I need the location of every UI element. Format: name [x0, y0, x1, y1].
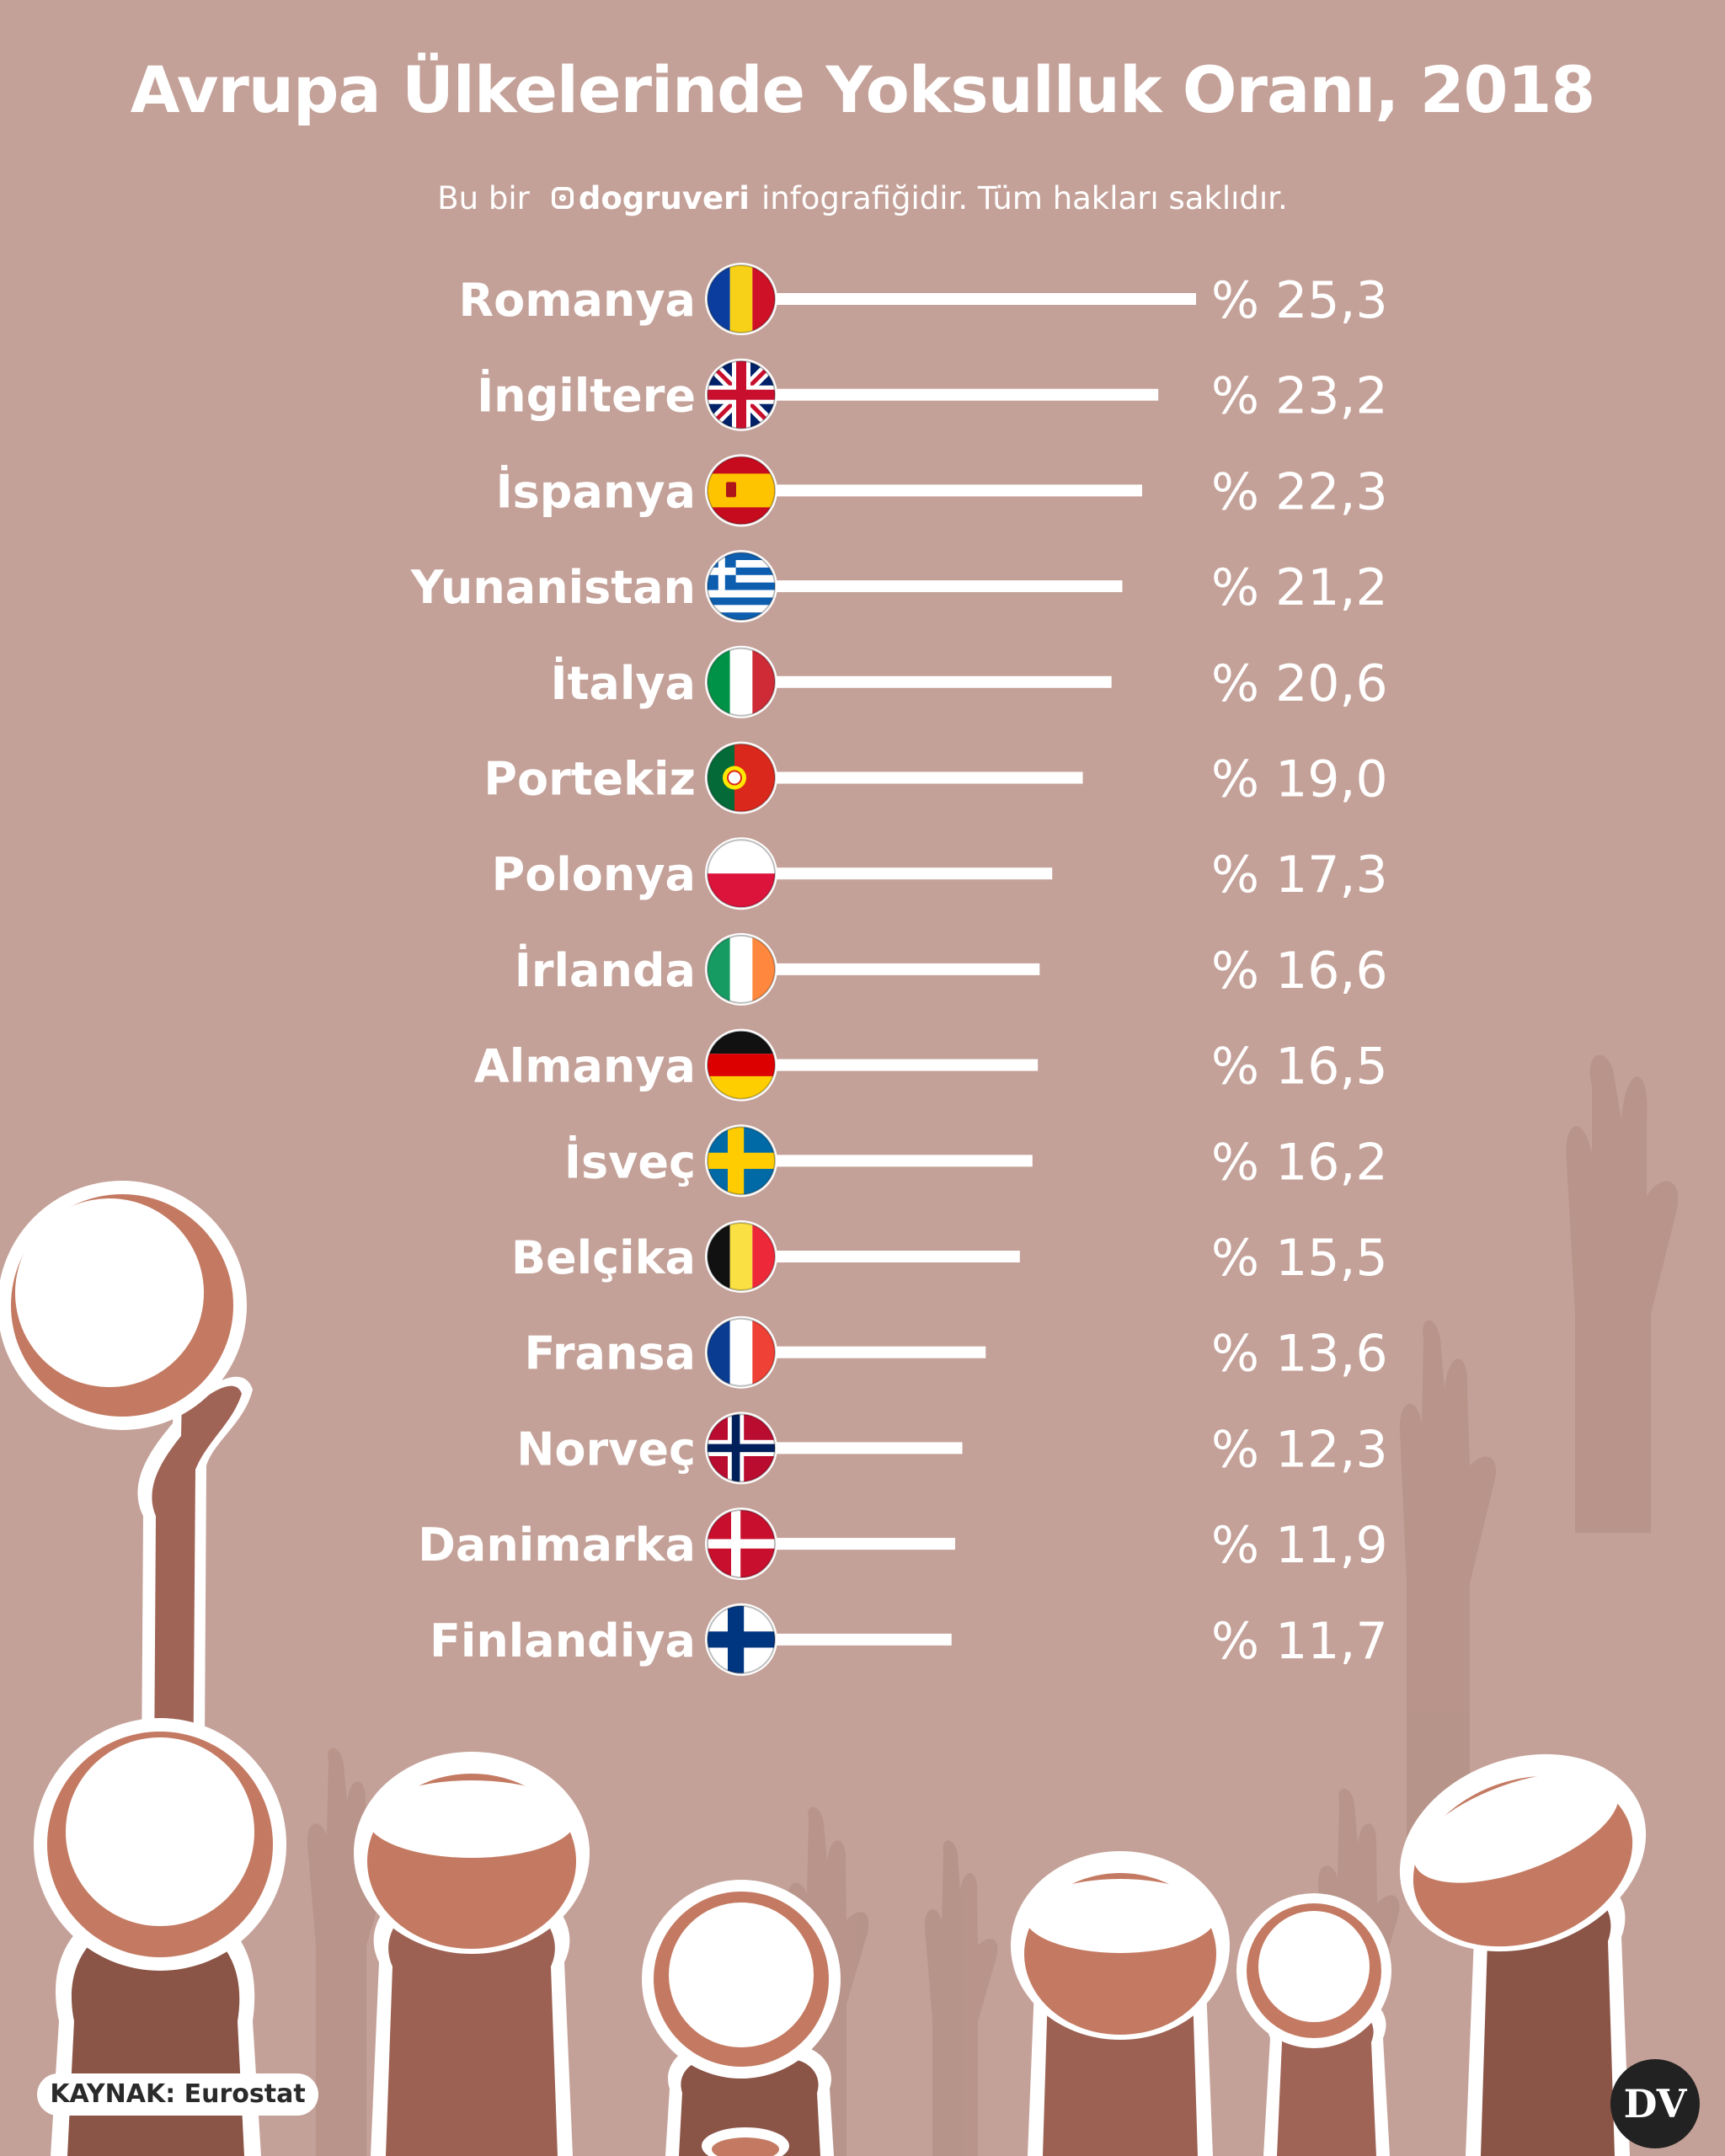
flag-norway-icon — [705, 1412, 777, 1485]
subtitle-prefix: Bu bir — [437, 180, 530, 216]
bar — [741, 963, 1040, 975]
bar-row: Almanya % 16,5 — [474, 1028, 1388, 1102]
value-label: % 19,0 — [1211, 750, 1388, 809]
flag-sweden-icon — [705, 1124, 777, 1198]
bar-row: İrlanda % 16,6 — [515, 932, 1388, 1006]
bar — [741, 771, 1083, 784]
bar-row: Romanya % 25,3 — [459, 263, 1388, 335]
value-label: % 15,5 — [1211, 1229, 1388, 1288]
bar — [741, 1633, 952, 1646]
bar-row: Danimarka % 11,9 — [418, 1508, 1388, 1581]
category-label: Romanya — [459, 274, 696, 327]
bar — [741, 1059, 1039, 1071]
category-label: Finlandiya — [430, 1614, 696, 1668]
category-label: İsveç — [564, 1135, 696, 1188]
bar — [741, 580, 1123, 593]
bowl-hand-3-icon — [354, 1752, 590, 2156]
bar — [741, 1251, 1020, 1262]
bar-row: İspanya % 22,3 — [496, 454, 1388, 527]
bar — [741, 1346, 986, 1358]
copyright-note: Bu bir dogruveri infografiğidir. Tüm hakla… — [0, 180, 1725, 216]
category-label: Yunanistan — [410, 561, 696, 614]
flag-belgium-icon — [705, 1220, 777, 1293]
value-label: % 12,3 — [1211, 1420, 1388, 1479]
category-label: Almanya — [474, 1040, 696, 1093]
instagram-handle[interactable]: dogruveri — [578, 180, 750, 216]
flag-portugal-icon — [705, 741, 777, 814]
flag-italy-icon — [705, 645, 777, 718]
flag-finland-icon — [705, 1603, 777, 1676]
bar — [741, 388, 1159, 401]
dogruveri-logo: DV — [1610, 2059, 1700, 2148]
category-label: Portekiz — [483, 753, 696, 806]
value-label: % 17,3 — [1211, 846, 1388, 905]
bar-row: Yunanistan % 21,2 — [410, 550, 1388, 623]
small-bowl-icon — [702, 2127, 789, 2156]
category-label: İtalya — [551, 657, 697, 710]
category-label: Polonya — [492, 848, 696, 901]
bar-row: Norveç % 12,3 — [516, 1412, 1388, 1485]
bar — [741, 1538, 955, 1550]
bowl-hand-6-icon — [1236, 1893, 1391, 2156]
bar-row: Belçika % 15,5 — [511, 1220, 1388, 1293]
bowl-hand-4-icon — [642, 1880, 841, 2156]
bar-row: Portekiz % 19,0 — [483, 741, 1388, 814]
value-label: % 11,7 — [1211, 1612, 1388, 1671]
flag-romania-icon — [705, 263, 777, 335]
value-label: % 16,5 — [1211, 1038, 1388, 1097]
flag-poland-icon — [705, 837, 777, 910]
bowl-hand-5-icon — [1011, 1851, 1230, 2156]
value-label: % 16,6 — [1211, 942, 1388, 1001]
value-label: % 11,9 — [1211, 1516, 1388, 1575]
flag-ireland-icon — [705, 932, 777, 1006]
page-title: Avrupa Ülkelerinde Yoksulluk Oranı, 2018 — [130, 52, 1596, 127]
bar — [741, 484, 1142, 497]
value-label: % 13,6 — [1211, 1325, 1388, 1384]
category-label: Norveç — [516, 1422, 696, 1476]
bar — [741, 867, 1053, 880]
category-label: İngiltere — [477, 370, 696, 423]
bar-row: Polonya % 17,3 — [492, 837, 1388, 910]
value-label: % 16,2 — [1211, 1133, 1388, 1192]
value-label: % 25,3 — [1211, 271, 1388, 330]
category-label: İrlanda — [515, 944, 696, 997]
bar-row: İsveç % 16,2 — [564, 1124, 1388, 1198]
value-label: % 21,2 — [1211, 558, 1388, 617]
value-label: % 22,3 — [1211, 462, 1388, 521]
flag-denmark-icon — [705, 1508, 777, 1581]
value-label: % 23,2 — [1211, 367, 1388, 426]
flag-germany-icon — [705, 1028, 777, 1102]
bar — [741, 1442, 963, 1454]
bowl-hand-left-icon — [0, 1181, 253, 2156]
bar — [741, 675, 1112, 688]
bar — [741, 293, 1196, 305]
instagram-icon — [551, 187, 574, 209]
category-label: İspanya — [496, 465, 696, 518]
category-label: Fransa — [524, 1327, 696, 1380]
bar-row: İngiltere % 23,2 — [477, 358, 1388, 431]
value-label: % 20,6 — [1211, 654, 1388, 713]
flag-france-icon — [705, 1315, 777, 1389]
subtitle-suffix: infografiğidir. Tüm hakları saklıdır. — [761, 180, 1288, 216]
flag-spain-icon — [705, 454, 777, 527]
bar-row: İtalya % 20,6 — [551, 645, 1388, 718]
flag-uk-icon — [705, 358, 777, 431]
bar — [741, 1155, 1033, 1167]
source-badge: KAYNAK: Eurostat — [37, 2073, 318, 2116]
bar-row: Finlandiya % 11,7 — [430, 1603, 1388, 1676]
bar-row: Fransa % 13,6 — [524, 1315, 1388, 1389]
category-label: Danimarka — [418, 1518, 696, 1572]
category-label: Belçika — [511, 1231, 696, 1284]
flag-greece-icon — [705, 550, 777, 623]
bowl-hand-7-icon — [1399, 1753, 1647, 2156]
